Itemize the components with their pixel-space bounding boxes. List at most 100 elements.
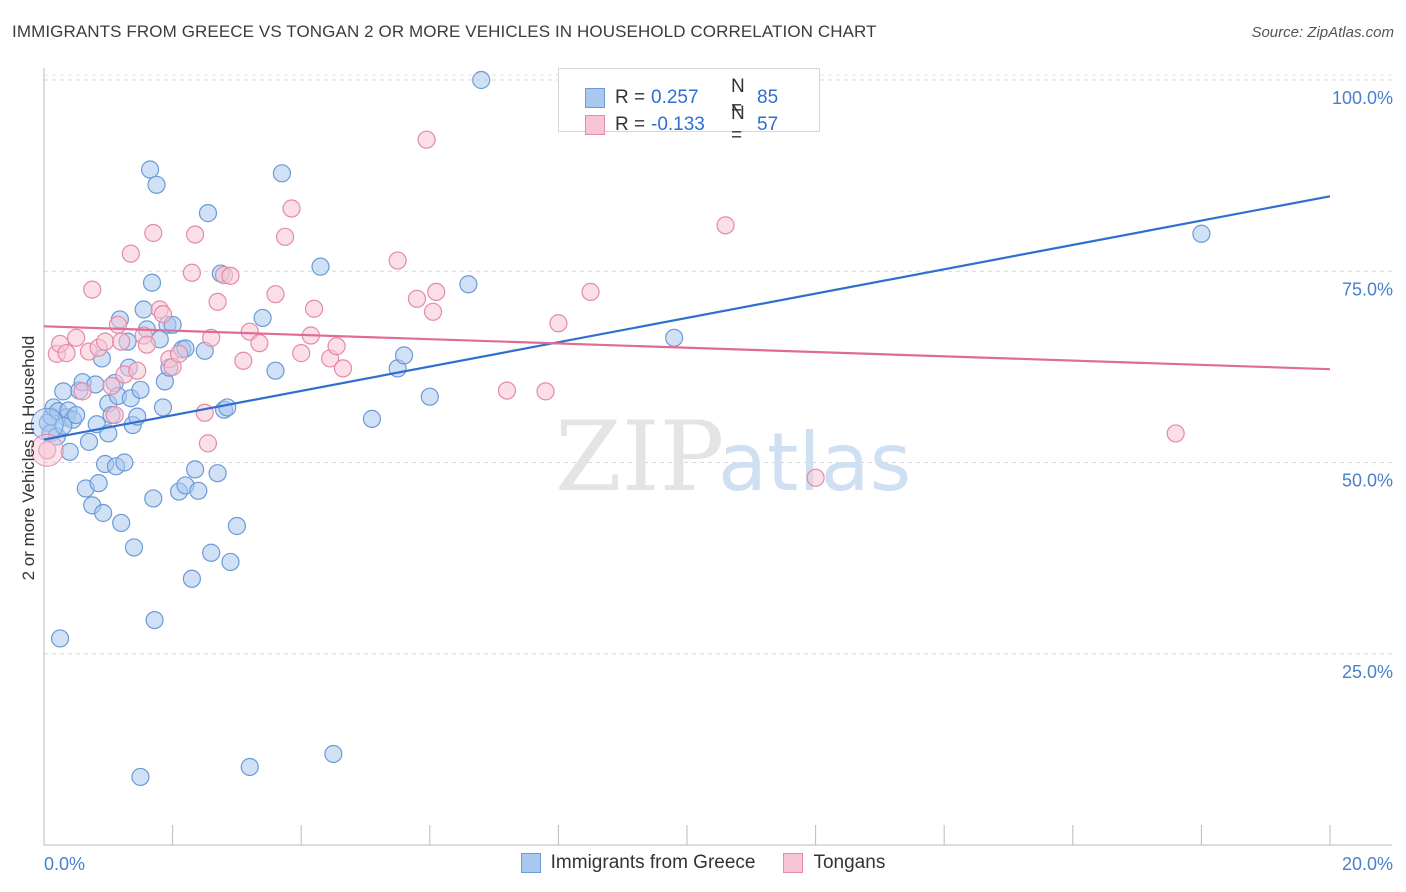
data-point (423, 302, 443, 321)
data-point (472, 70, 491, 90)
legend-label: Tongans (813, 852, 886, 873)
legend-label: Immigrants from Greece (550, 852, 756, 873)
data-point (121, 244, 140, 263)
data-point (57, 344, 76, 363)
data-point (153, 304, 173, 324)
tick-labels: 25.0% 50.0% 75.0% 100.0% 0.0% 20.0% (44, 88, 1393, 874)
data-point (108, 315, 128, 334)
n-value: 85 (757, 87, 779, 108)
data-point (208, 464, 227, 483)
data-point (89, 474, 108, 493)
stats-legend: R = 0.257 N = 85 R = -0.133 N = 57 (558, 68, 820, 146)
data-point (272, 164, 292, 183)
data-point (54, 382, 73, 401)
data-point (497, 381, 517, 400)
series-1 (38, 130, 1185, 487)
data-point (806, 468, 825, 487)
data-point (112, 513, 131, 533)
data-point (30, 407, 64, 441)
y-tick-label: 50.0% (1342, 471, 1393, 491)
data-point (153, 398, 173, 417)
y-tick-label: 100.0% (1332, 88, 1393, 108)
data-point (716, 216, 735, 235)
data-point (95, 332, 115, 351)
data-point (208, 292, 227, 311)
data-point (198, 434, 218, 453)
data-point (266, 361, 285, 380)
data-point (420, 387, 439, 406)
data-point (195, 403, 214, 422)
data-point (407, 289, 427, 308)
data-point (186, 460, 205, 479)
data-point (388, 251, 407, 270)
data-point (60, 442, 79, 461)
data-point (333, 359, 353, 378)
data-point (1192, 224, 1211, 243)
data-point (128, 361, 147, 380)
data-point (234, 351, 253, 370)
data-point (253, 308, 272, 328)
data-point (131, 767, 150, 787)
data-point (182, 569, 201, 588)
data-point (115, 453, 134, 472)
greece-swatch (585, 88, 605, 108)
data-point (137, 335, 156, 354)
legend-row-tongans: R = -0.133 N = 57 (585, 103, 778, 147)
data-point (38, 441, 57, 460)
data-point (311, 257, 330, 276)
watermark-atlas: atlas (718, 416, 911, 509)
data-point (105, 405, 124, 425)
watermark-zip: ZIP (555, 401, 724, 513)
data-point (240, 757, 259, 777)
data-point (147, 175, 166, 194)
data-point (182, 263, 201, 282)
data-point (94, 503, 113, 523)
data-point (221, 552, 240, 572)
data-point (581, 282, 600, 302)
data-point (665, 328, 684, 347)
data-point (131, 380, 150, 399)
data-point (169, 344, 189, 363)
n-label: N = (731, 103, 745, 146)
data-point (67, 405, 86, 425)
r-label: R = (615, 114, 646, 135)
n-value: 57 (757, 114, 779, 135)
data-point (221, 266, 240, 285)
data-point (266, 285, 285, 304)
data-point (459, 275, 478, 294)
data-point (324, 744, 343, 764)
y-tick-label: 75.0% (1342, 279, 1393, 299)
data-points (30, 70, 1211, 787)
greece-swatch (520, 853, 541, 873)
data-point (292, 344, 311, 363)
data-point (67, 328, 86, 347)
data-point (189, 481, 208, 500)
data-point (1166, 424, 1185, 443)
data-point (202, 543, 221, 562)
data-point (142, 273, 162, 292)
legend-item-tongans[interactable]: Tongans (783, 852, 885, 874)
trend-line-1 (43, 325, 1331, 371)
series-legend: Immigrants from Greece Tongans (0, 852, 1406, 874)
source-label: Source: ZipAtlas.com (1251, 24, 1394, 41)
data-point (83, 280, 102, 299)
y-axis-label: 2 or more Vehicles in Household (19, 336, 38, 581)
data-point (112, 332, 131, 351)
data-point (394, 346, 414, 365)
legend-item-greece[interactable]: Immigrants from Greece (520, 852, 756, 874)
data-point (79, 432, 99, 451)
data-point (134, 300, 153, 319)
tongans-swatch (585, 115, 605, 135)
data-point (140, 160, 160, 179)
trend-lines (43, 195, 1331, 441)
x-tick-label: 20.0% (1342, 854, 1393, 874)
data-point (186, 225, 205, 244)
data-point (202, 328, 221, 347)
data-point (304, 299, 324, 318)
data-point (144, 489, 163, 508)
data-point (250, 334, 269, 353)
data-point (198, 204, 218, 223)
data-point (30, 433, 64, 467)
chart-title: IMMIGRANTS FROM GREECE VS TONGAN 2 OR MO… (12, 22, 877, 41)
